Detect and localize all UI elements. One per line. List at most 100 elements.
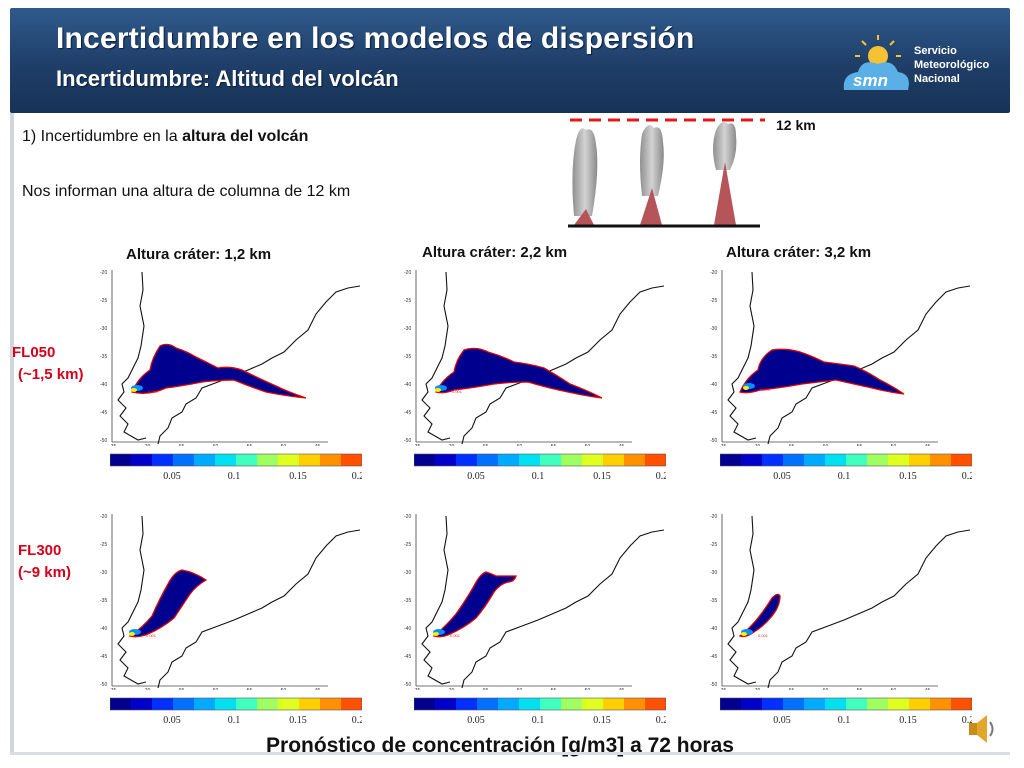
lon-tick-label: -55	[245, 688, 252, 690]
plume-max	[435, 388, 441, 392]
colorbar-segment	[741, 698, 763, 710]
colorbar-segment	[846, 698, 868, 710]
colorbar-tick-label: 0.2	[962, 715, 972, 726]
colorbar-segment	[804, 698, 826, 710]
row-altitude: (~9 km)	[18, 564, 71, 581]
coastline-east	[157, 285, 360, 445]
colorbar-tick-label: 0.15	[289, 471, 307, 482]
lat-tick-label: -30	[100, 570, 107, 576]
colorbar-segment	[194, 454, 216, 466]
colorbar-segment	[131, 454, 153, 466]
colorbar-segment	[110, 454, 132, 466]
lat-tick-label: -35	[404, 598, 411, 604]
colorbar-segment	[846, 454, 868, 466]
colorbar-segment	[341, 454, 362, 466]
lon-tick-label: -50	[279, 688, 286, 690]
plume-max	[129, 632, 135, 636]
lat-tick-label: -25	[404, 298, 411, 304]
dispersion-map: -20-25-30-35-40-45-50-75-70-65-60-55-50-…	[710, 270, 970, 446]
logo-line: Servicio	[914, 45, 957, 57]
colorbar-segment	[624, 454, 646, 466]
slide-title: Incertidumbre en los modelos de dispersi…	[56, 22, 695, 55]
point-text: 1) Incertidumbre en la altura del volcán	[22, 128, 308, 146]
colorbar-tick-label: 0.1	[228, 471, 241, 482]
point-prefix: 1) Incertidumbre en la	[22, 128, 183, 145]
colorbar-tick-label: 0.05	[163, 715, 181, 726]
volcano-tall	[713, 122, 737, 225]
lon-tick-label: -50	[889, 444, 896, 446]
lon-tick-label: -65	[481, 688, 488, 690]
lat-tick-label: -25	[710, 542, 717, 548]
contour-label: 0.001	[148, 389, 159, 394]
colorbar-tick-label: 0.05	[467, 715, 485, 726]
lon-tick-label: -65	[787, 444, 794, 446]
lon-tick-label: -75	[719, 444, 726, 446]
colorbar-segment	[131, 698, 153, 710]
lon-tick-label: -70	[143, 688, 150, 690]
lon-tick-label: -45	[617, 688, 624, 690]
smn-logo: smn Servicio Meteorológico Nacional	[836, 34, 1006, 104]
lon-tick-label: -60	[515, 444, 522, 446]
colorbar-segment	[804, 454, 826, 466]
ash-plume	[432, 571, 517, 638]
coastline-west	[117, 515, 147, 685]
lon-tick-label: -55	[855, 688, 862, 690]
colorbar-segment	[624, 698, 646, 710]
lon-tick-label: -45	[923, 444, 930, 446]
colorbar-segment	[320, 698, 342, 710]
dispersion-map: -20-25-30-35-40-45-50-75-70-65-60-55-50-…	[100, 514, 360, 690]
lat-tick-label: -20	[710, 270, 717, 276]
plume-max	[131, 388, 137, 392]
colorbar-segment	[435, 698, 457, 710]
colorbar-segment	[257, 454, 279, 466]
colorbar-tick-label: 0.2	[656, 715, 666, 726]
colorbar-segment	[194, 698, 216, 710]
column-header: Altura cráter: 2,2 km	[422, 244, 568, 261]
slide-subtitle: Incertidumbre: Altitud del volcán	[56, 66, 399, 91]
lat-tick-label: -20	[710, 514, 717, 520]
colorbar-segment	[540, 698, 562, 710]
lat-tick-label: -20	[100, 270, 107, 276]
colorbar-tick-label: 0.15	[899, 715, 917, 726]
colorbar-tick-label: 0.2	[656, 471, 666, 482]
colorbar-segment	[110, 698, 132, 710]
colorbar-segment	[435, 454, 457, 466]
lon-tick-label: -45	[313, 444, 320, 446]
colorbar-segment	[341, 698, 362, 710]
lon-tick-label: -70	[753, 444, 760, 446]
colorbar-segment	[215, 698, 237, 710]
colorbar-segment	[477, 698, 499, 710]
lat-tick-label: -50	[710, 438, 717, 444]
lat-tick-label: -25	[100, 298, 107, 304]
colorbar-segment	[561, 454, 583, 466]
lat-tick-label: -25	[710, 298, 717, 304]
lon-tick-label: -75	[109, 688, 116, 690]
colorbar: 0.05 0.1 0.15 0.2	[414, 453, 666, 482]
colorbar-segment	[498, 698, 520, 710]
colorbar-segment	[720, 454, 742, 466]
point-bold: altura del volcán	[182, 128, 309, 145]
colorbar-segment	[152, 454, 174, 466]
colorbar-segment	[645, 454, 666, 466]
side-rule	[10, 113, 14, 753]
colorbar-segment	[582, 698, 604, 710]
colorbar-segment	[414, 698, 436, 710]
lat-tick-label: -20	[404, 270, 411, 276]
colorbar: 0.05 0.1 0.15 0.2	[720, 697, 972, 726]
lon-tick-label: -55	[855, 444, 862, 446]
coastline-west	[421, 271, 451, 441]
lat-tick-label: -50	[100, 438, 107, 444]
speaker-icon[interactable]	[966, 712, 996, 746]
colorbar-tick-label: 0.05	[773, 715, 791, 726]
lon-tick-label: -55	[549, 444, 556, 446]
lat-tick-label: -45	[404, 410, 411, 416]
colorbar-segment	[257, 698, 279, 710]
lat-tick-label: -20	[100, 514, 107, 520]
lon-tick-label: -70	[447, 688, 454, 690]
plume-max	[743, 386, 749, 390]
colorbar: 0.05 0.1 0.15 0.2	[720, 453, 972, 482]
colorbar-segment	[582, 454, 604, 466]
colorbar-segment	[561, 698, 583, 710]
colorbar-segment	[930, 454, 952, 466]
lat-tick-label: -50	[404, 438, 411, 444]
